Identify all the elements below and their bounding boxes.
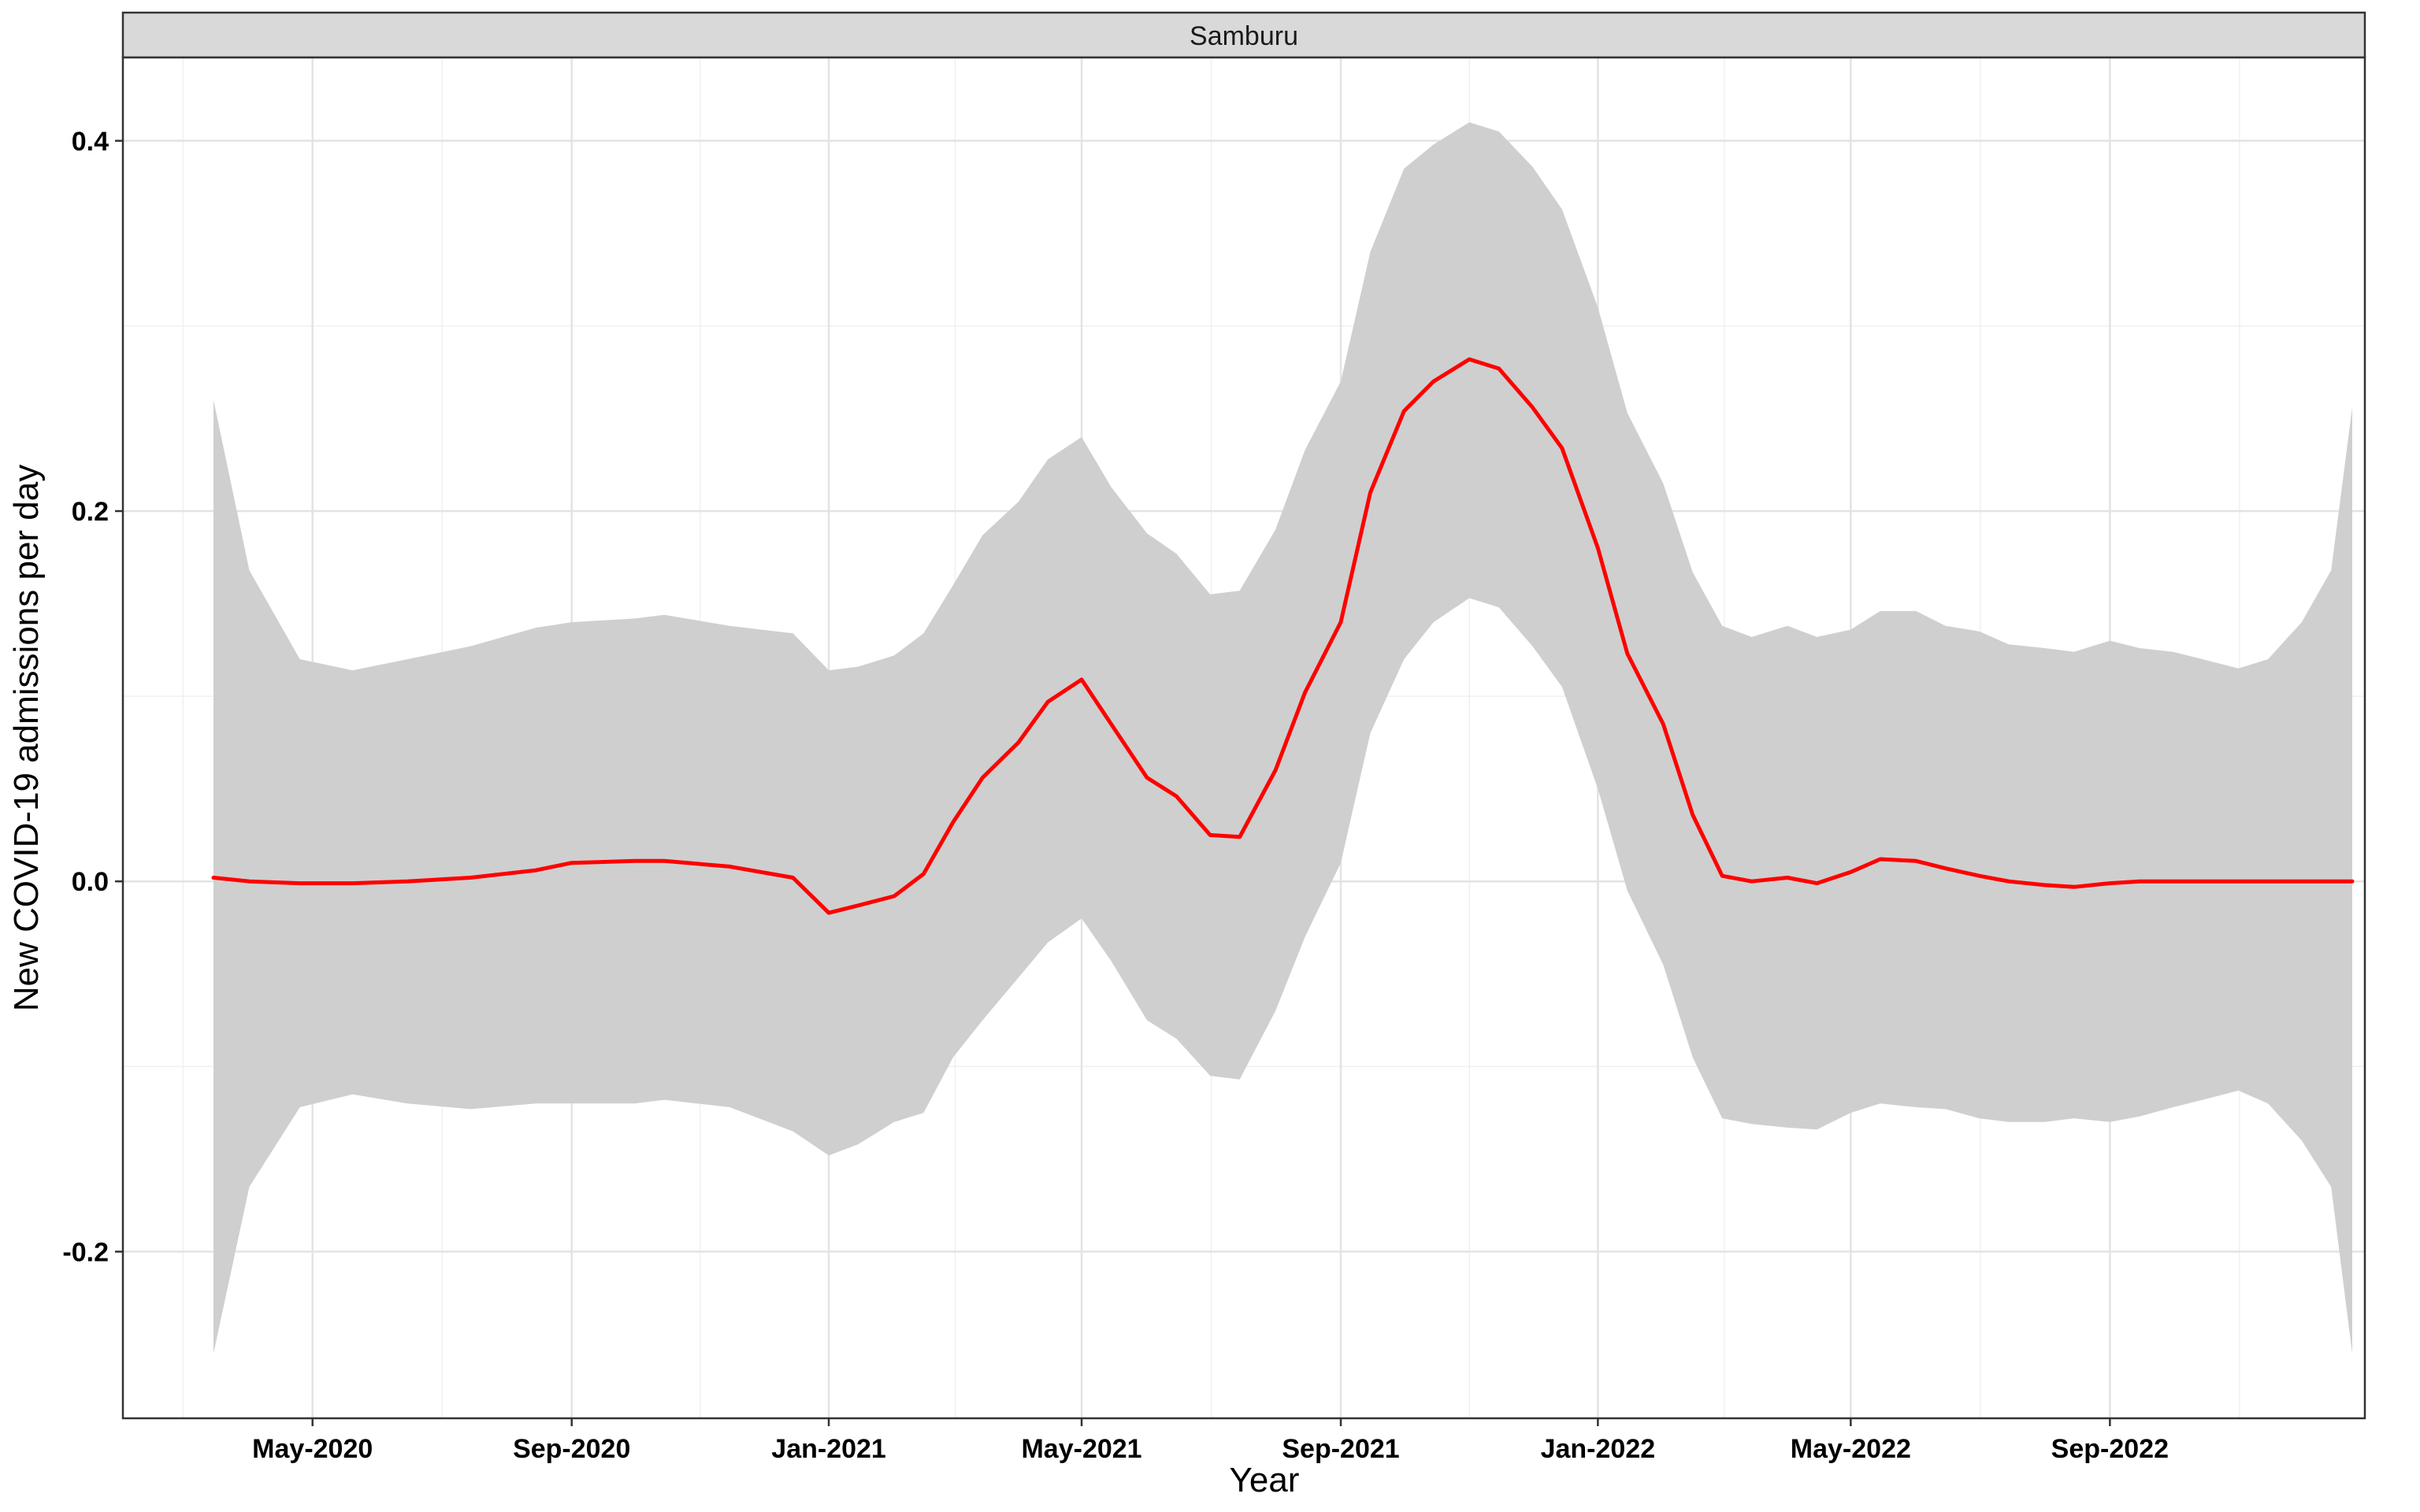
- x-tick-label: May-2022: [1791, 1434, 1911, 1464]
- y-tick-label: 0.4: [72, 127, 109, 157]
- x-tick-label: Sep-2022: [2051, 1434, 2169, 1464]
- confidence-band: [213, 122, 2352, 1354]
- facet-strip-background: [121, 11, 2366, 59]
- x-tick-label: Jan-2022: [1541, 1434, 1656, 1464]
- x-axis-title: Year: [1230, 1461, 1300, 1499]
- y-axis-title: New COVID-19 admissions per day: [7, 465, 46, 1011]
- facet-strip-label: Samburu: [1190, 21, 1298, 51]
- facet-strip: Samburu: [121, 11, 2366, 59]
- y-tick-label: 0.2: [72, 497, 109, 527]
- series-line: [211, 357, 2355, 915]
- y-tick-label: -0.2: [62, 1237, 109, 1267]
- x-tick-label: Sep-2021: [1282, 1434, 1399, 1464]
- plot-panel: [121, 56, 2366, 1420]
- y-tick-label: 0.0: [72, 867, 109, 897]
- x-axis: May-2020 Sep-2020 Jan-2021 May-2021 Sep-2021…: [252, 1418, 2169, 1464]
- y-axis: -0.2 0.0 0.2 0.4: [62, 127, 123, 1267]
- x-tick-label: Jan-2021: [771, 1434, 886, 1464]
- panel-border: [121, 56, 2366, 1420]
- x-tick-label: May-2021: [1021, 1434, 1141, 1464]
- x-tick-label: May-2020: [252, 1434, 373, 1464]
- x-tick-label: Sep-2020: [513, 1434, 630, 1464]
